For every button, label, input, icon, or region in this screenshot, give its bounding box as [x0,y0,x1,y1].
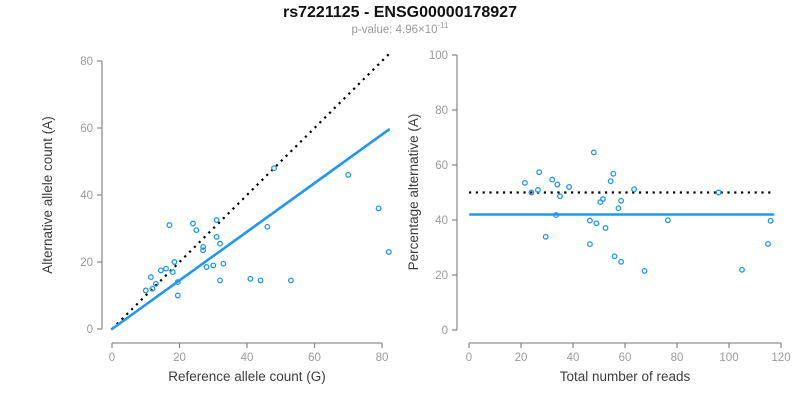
data-point [210,262,217,269]
data-point [739,266,745,273]
data-point [213,233,220,240]
data-point [217,240,223,247]
data-point [631,186,638,193]
data-point [610,170,617,177]
x-tick-label: 40 [567,352,580,364]
data-point [586,217,593,224]
data-point [593,220,600,227]
x-tick-label: 0 [109,352,115,364]
data-point [528,189,535,196]
data-point [200,243,207,250]
data-point [618,197,625,204]
allele-counts-scatter-x-axis-label: Reference allele count (G) [168,369,326,384]
data-point [271,165,277,172]
data-point [611,253,618,260]
y-tick-label: 20 [435,270,448,282]
data-point [193,227,200,234]
data-point [247,275,254,282]
data-point [641,267,648,274]
data-point [174,279,181,286]
y-tick-label: 80 [80,56,93,68]
data-point [615,205,622,212]
x-tick-label: 80 [671,352,684,364]
data-point [536,169,543,176]
y-tick-label: 20 [80,257,93,269]
data-point [664,217,671,224]
data-point [157,267,164,274]
data-point [566,184,573,190]
data-point [602,225,609,231]
data-point [190,220,196,227]
percentage-alternative-scatter-x-axis-label: Total number of reads [560,369,691,384]
data-point [149,285,156,292]
identity-line [111,53,390,330]
data-point [169,269,176,276]
data-point [174,292,181,299]
data-point [607,178,614,185]
y-tick-label: 100 [429,50,448,62]
data-point [385,248,392,255]
x-tick-label: 100 [719,352,738,364]
data-point [163,265,169,272]
x-tick-label: 0 [466,352,472,364]
data-point [203,264,210,270]
data-point [597,199,604,206]
data-point [375,205,382,212]
x-tick-label: 80 [376,352,389,364]
x-tick-label: 20 [173,352,186,364]
data-point [765,240,771,247]
data-point [287,277,294,284]
percentage-alternative-scatter-y-axis-label: Percentage alternative (A) [406,114,421,271]
data-point [534,187,541,193]
y-tick-label: 80 [435,105,448,117]
data-point [618,258,625,265]
data-point [142,287,149,294]
data-point [586,241,593,248]
y-tick-label: 0 [442,325,448,337]
y-tick-label: 40 [435,215,448,227]
data-point [200,247,207,254]
data-point [166,222,173,229]
data-point [213,217,220,224]
data-point [147,274,154,281]
x-tick-label: 20 [515,352,528,364]
y-tick-label: 60 [80,123,93,135]
y-tick-label: 40 [80,190,93,202]
y-tick-label: 60 [435,160,448,172]
data-point [257,277,264,284]
data-point [549,176,556,183]
data-point [553,212,560,219]
data-point [264,223,271,230]
x-tick-label: 60 [308,352,321,364]
data-point [217,277,223,284]
data-point [521,179,528,186]
data-point [220,260,227,267]
x-tick-label: 60 [619,352,632,364]
y-tick-label: 0 [87,324,93,336]
data-point [345,171,352,178]
data-point [715,189,722,196]
x-tick-label: 120 [771,352,790,364]
data-point [171,259,178,265]
data-point [542,233,549,240]
allele-counts-scatter-y-axis-label: Alternative allele count (A) [40,116,55,274]
data-point [557,193,563,200]
x-tick-label: 40 [241,352,254,364]
data-point [590,149,597,156]
data-point [152,280,159,287]
regression-line [110,128,391,331]
data-point [554,181,561,188]
data-point [767,217,774,224]
